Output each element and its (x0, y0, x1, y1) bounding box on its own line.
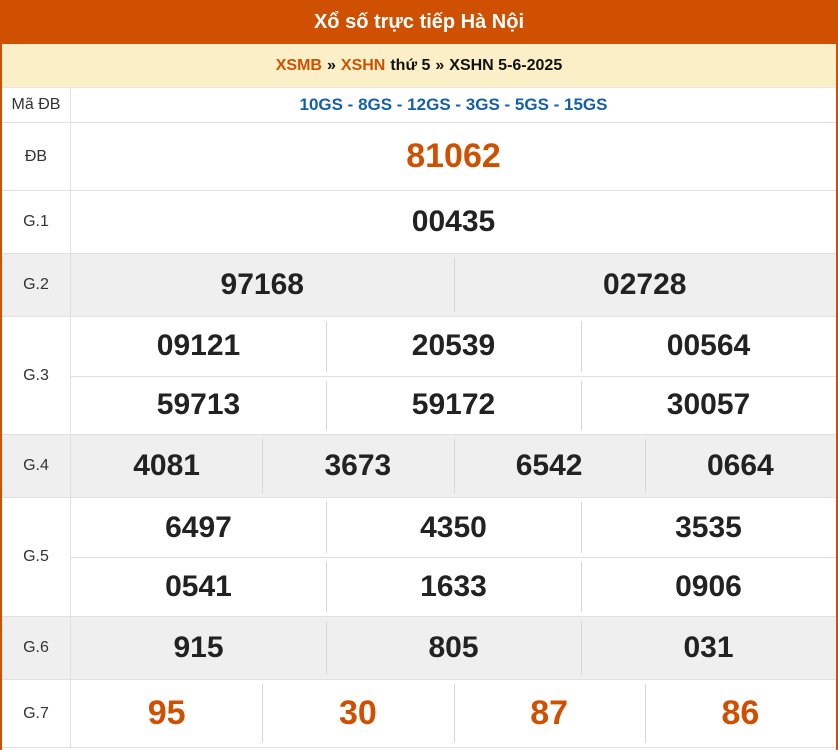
breadcrumb-separator: » (435, 56, 445, 74)
breadcrumb-current: XSHN 5-6-2025 (449, 56, 563, 74)
prize-5-number: 6497 (165, 510, 232, 544)
special-code-row: Mã ĐB 10GS - 8GS - 12GS - 3GS - 5GS - 15G… (2, 88, 836, 123)
prize-2-row: G.2 97168 02728 (2, 254, 836, 317)
prize-4-row: G.4 4081 3673 6542 0664 (2, 435, 836, 498)
prize-label: G.6 (2, 617, 71, 679)
prize-7-number: 30 (262, 680, 453, 747)
prize-label: G.5 (2, 498, 71, 616)
prize-label: G.1 (2, 191, 71, 253)
prize-label: G.4 (2, 435, 71, 497)
prize-5-row: G.5 6497 4350 3535 0541 1633 0906 (2, 498, 836, 617)
prize-3-number: 59172 (326, 375, 581, 435)
breadcrumb-day: thứ 5 (390, 56, 431, 74)
prize-label: Mã ĐB (2, 88, 71, 122)
prize-5-number: 0906 (581, 557, 836, 616)
prize-6-number: 031 (581, 617, 836, 679)
prize-5-number: 1633 (326, 557, 581, 616)
prize-label: G.2 (2, 254, 71, 316)
prize-3-row: G.3 09121 20539 00564 59713 59172 30057 (2, 317, 836, 435)
prize-5-number: 3535 (581, 498, 836, 557)
prize-1-row: G.1 00435 (2, 191, 836, 254)
prize-6-number: 915 (173, 631, 224, 664)
prize-3-number: 30057 (581, 375, 836, 435)
prize-7-row: G.7 95 30 87 86 (2, 680, 836, 748)
prize-2-number: 97168 (220, 268, 304, 301)
prize-6-row: G.6 915 805 031 (2, 617, 836, 680)
prize-3-number: 59713 (71, 375, 326, 435)
prize-label: ĐB (2, 123, 71, 190)
prize-special-number: 81062 (406, 137, 501, 175)
prize-special-row: ĐB 81062 (2, 123, 836, 191)
prize-7-number: 86 (644, 680, 836, 747)
prize-4-number: 3673 (262, 435, 453, 497)
breadcrumb-separator: » (326, 56, 336, 74)
prize-6-number: 805 (326, 617, 581, 679)
page-title: Xổ số trực tiếp Hà Nội (2, 0, 836, 44)
prize-4-number: 0664 (644, 435, 836, 497)
prize-7-number: 87 (453, 680, 645, 747)
prize-7-number: 95 (147, 694, 186, 732)
prize-3-number: 00564 (581, 317, 836, 376)
breadcrumb: XSMB » XSHN thứ 5 » XSHN 5-6-2025 (2, 44, 836, 88)
prize-label: G.3 (2, 317, 71, 434)
prize-2-number: 02728 (453, 254, 837, 316)
prize-1-number: 00435 (411, 205, 496, 238)
prize-5-number: 4350 (326, 498, 581, 557)
special-code-number: 10GS - 8GS - 12GS - 3GS - 5GS - 15GS (299, 95, 608, 114)
prize-4-number: 4081 (133, 449, 200, 482)
prize-3-number: 20539 (326, 317, 581, 376)
breadcrumb-xsmb-link[interactable]: XSMB (275, 56, 322, 74)
prize-label: G.7 (2, 680, 71, 747)
prize-4-number: 6542 (453, 435, 645, 497)
prize-5-number: 0541 (71, 557, 326, 616)
prize-3-number: 09121 (156, 329, 241, 363)
breadcrumb-xshn-link[interactable]: XSHN (340, 56, 386, 74)
